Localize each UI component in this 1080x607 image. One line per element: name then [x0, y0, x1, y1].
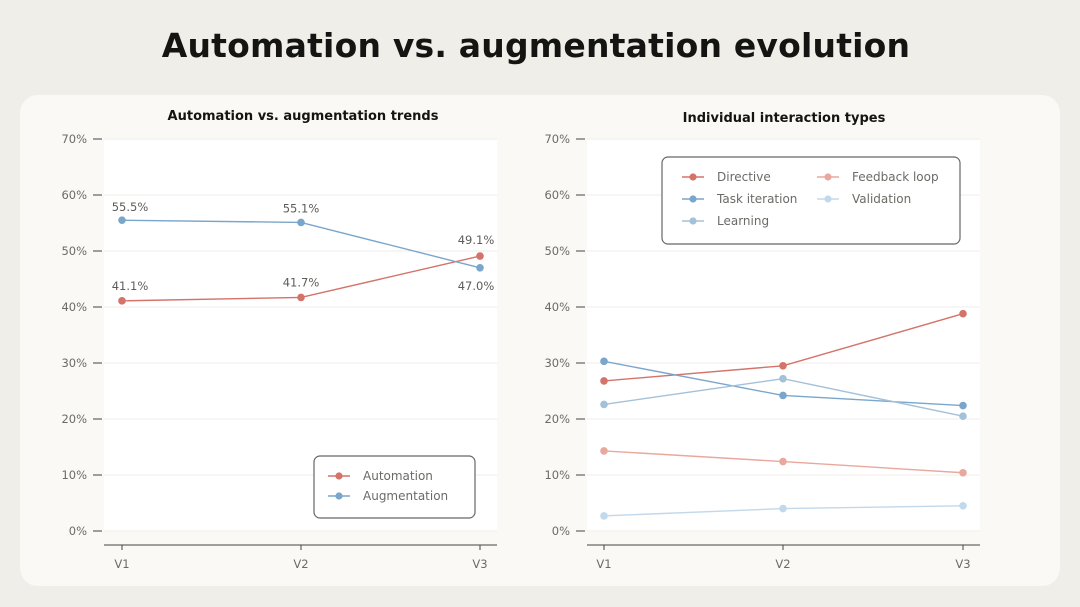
data-label: 49.1%	[458, 233, 495, 247]
legend-label-learning: Learning	[717, 214, 769, 228]
y-tick-label: 60%	[544, 188, 570, 202]
legend-box	[313, 455, 476, 519]
data-point-task-iteration	[779, 391, 787, 400]
data-point-augmentation	[118, 216, 126, 224]
y-tick-label: 60%	[61, 188, 87, 202]
legend-label-augmentation: Augmentation	[363, 489, 448, 503]
y-tick-label: 0%	[552, 524, 570, 538]
panel-title: Automation vs. augmentation trends	[168, 109, 439, 124]
data-point-task-iteration	[600, 357, 608, 366]
data-point-augmentation	[476, 264, 484, 272]
data-point-feedback-loop	[600, 447, 608, 455]
y-tick-label: 30%	[61, 356, 87, 370]
legend-swatch-marker	[824, 173, 832, 181]
x-tick-label: V3	[955, 557, 970, 571]
legend-label-automation: Automation	[363, 469, 433, 483]
legend-box	[661, 156, 961, 245]
legend-label-feedback-loop: Feedback loop	[852, 170, 939, 184]
data-label: 55.1%	[283, 201, 320, 215]
panel-title: Individual interaction types	[683, 111, 886, 126]
legend-label-task-iteration: Task iteration	[716, 192, 797, 206]
data-point-validation	[779, 504, 787, 513]
data-label: 41.1%	[112, 279, 149, 293]
y-tick-label: 50%	[544, 244, 570, 258]
y-tick-label: 20%	[544, 412, 570, 426]
data-point-automation	[476, 252, 484, 260]
right-panel-chart: Individual interaction types 0% 10% 20% 30% 4…	[544, 111, 980, 571]
data-point-learning	[600, 400, 608, 409]
y-tick-label: 20%	[61, 412, 87, 426]
data-point-automation	[118, 297, 126, 305]
data-point-augmentation	[297, 218, 305, 227]
data-point-feedback-loop	[779, 457, 787, 466]
data-label: 41.7%	[283, 275, 320, 289]
y-tick-label: 40%	[544, 300, 570, 314]
y-tick-label: 40%	[61, 300, 87, 314]
legend-swatch-marker	[335, 472, 343, 480]
data-point-validation	[600, 512, 608, 520]
data-point-task-iteration	[959, 401, 967, 410]
data-point-validation	[959, 502, 967, 510]
y-tick-label: 0%	[69, 524, 87, 538]
data-point-learning	[779, 374, 787, 383]
legend-swatch-marker	[689, 195, 697, 203]
legend-swatch-marker	[824, 195, 832, 203]
page-title: Automation vs. augmentation evolution	[161, 26, 911, 65]
left-panel-chart: Automation vs. augmentation trends 0% 10% 2…	[61, 109, 497, 571]
y-tick-label: 10%	[61, 468, 87, 482]
x-tick-label: V2	[293, 557, 308, 571]
data-label: 47.0%	[458, 279, 495, 293]
legend-swatch-marker	[335, 492, 343, 500]
x-tick-label: V2	[775, 557, 790, 571]
data-point-directive	[779, 362, 787, 370]
y-tick-label: 70%	[61, 132, 87, 146]
data-point-feedback-loop	[959, 468, 967, 477]
data-point-learning	[959, 412, 967, 421]
data-label: 55.5%	[112, 200, 149, 214]
legend-swatch-marker	[689, 217, 697, 225]
y-tick-label: 30%	[544, 356, 570, 370]
data-point-directive	[959, 309, 967, 318]
data-point-directive	[600, 377, 608, 385]
y-tick-label: 70%	[544, 132, 570, 146]
legend-label-directive: Directive	[717, 170, 771, 184]
x-tick-label: V3	[472, 557, 487, 571]
y-tick-label: 10%	[544, 468, 570, 482]
x-tick-label: V1	[114, 557, 129, 571]
legend-swatch-marker	[689, 173, 697, 181]
data-point-automation	[297, 293, 305, 302]
y-tick-label: 50%	[61, 244, 87, 258]
x-tick-label: V1	[596, 557, 611, 571]
legend-label-validation: Validation	[852, 192, 911, 206]
